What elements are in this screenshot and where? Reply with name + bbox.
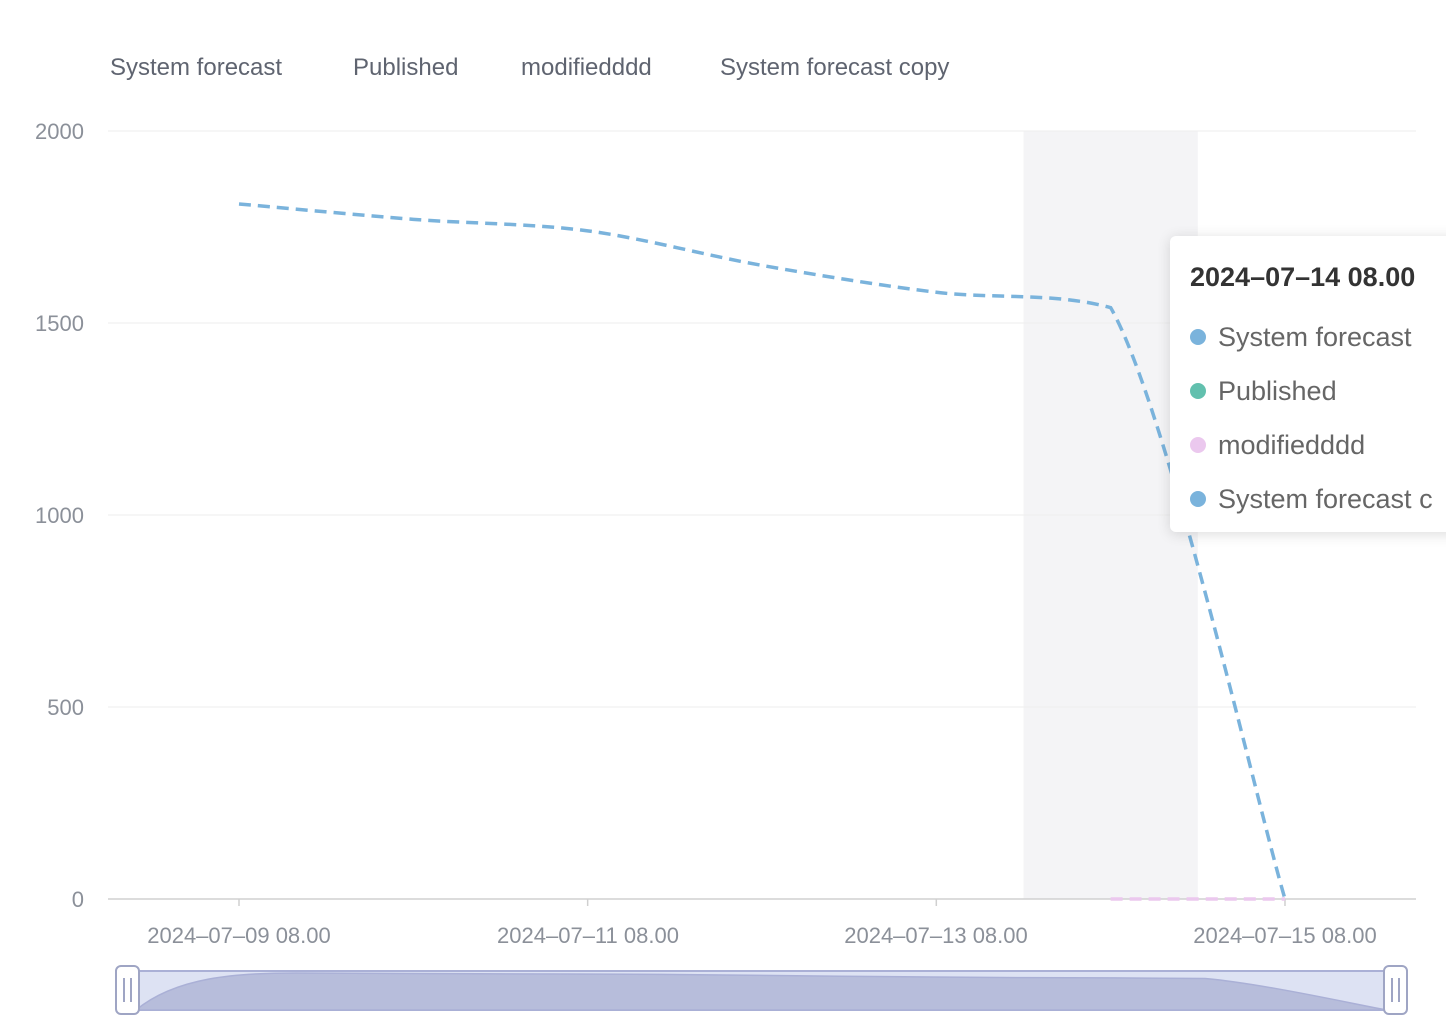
legend-item-published[interactable]: Published	[353, 54, 458, 81]
tooltip-series-name: System forecast c	[1218, 484, 1433, 514]
x-tick-label: 2024–07–15 08.00	[1193, 923, 1377, 948]
tooltip-series-name: System forecast	[1218, 322, 1412, 352]
legend-item-system-forecast-copy[interactable]: System forecast copy	[720, 54, 949, 81]
legend-item-system-forecast[interactable]: System forecast	[110, 54, 282, 81]
legend: System forecast Published modifiedddd Sy…	[110, 54, 949, 81]
y-tick-label: 1000	[35, 503, 84, 528]
tooltip-title: 2024–07–14 08.00	[1190, 262, 1416, 292]
series-dot-icon	[1190, 329, 1206, 345]
zoom-slider-preview-area	[133, 972, 1388, 1011]
tooltip-row: modifiedddd	[1190, 418, 1446, 472]
series-dot-icon	[1190, 383, 1206, 399]
y-tick-label: 0	[72, 887, 84, 912]
tooltip-row: Published	[1190, 364, 1446, 418]
zoom-slider-handle-right[interactable]	[1383, 965, 1408, 1015]
zoom-slider-handle-left[interactable]	[115, 965, 140, 1015]
zoom-slider[interactable]	[115, 965, 1408, 1015]
x-tick-label: 2024–07–11 08.00	[497, 923, 679, 948]
tooltip-row: System forecast c	[1190, 472, 1446, 526]
tooltip-series-name: Published	[1218, 376, 1337, 406]
chart-tooltip: 2024–07–14 08.00 System forecast Publish…	[1170, 236, 1446, 532]
series-dot-icon	[1190, 437, 1206, 453]
legend-item-modifiedddd[interactable]: modifiedddd	[521, 54, 652, 81]
series-dot-icon	[1190, 491, 1206, 507]
x-tick-label: 2024–07–09 08.00	[147, 923, 331, 948]
y-tick-label: 2000	[35, 119, 84, 144]
y-tick-label: 500	[47, 695, 84, 720]
tooltip-row: System forecast	[1190, 310, 1446, 364]
series-layer	[238, 202, 1287, 901]
x-tick-label: 2024–07–13 08.00	[844, 923, 1028, 948]
x-axis-ticks	[238, 899, 1286, 906]
tooltip-series-name: modifiedddd	[1218, 430, 1366, 460]
y-tick-label: 1500	[35, 311, 84, 336]
